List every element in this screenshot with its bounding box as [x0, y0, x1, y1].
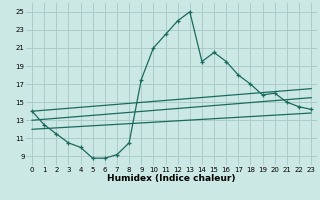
X-axis label: Humidex (Indice chaleur): Humidex (Indice chaleur) [107, 174, 236, 183]
